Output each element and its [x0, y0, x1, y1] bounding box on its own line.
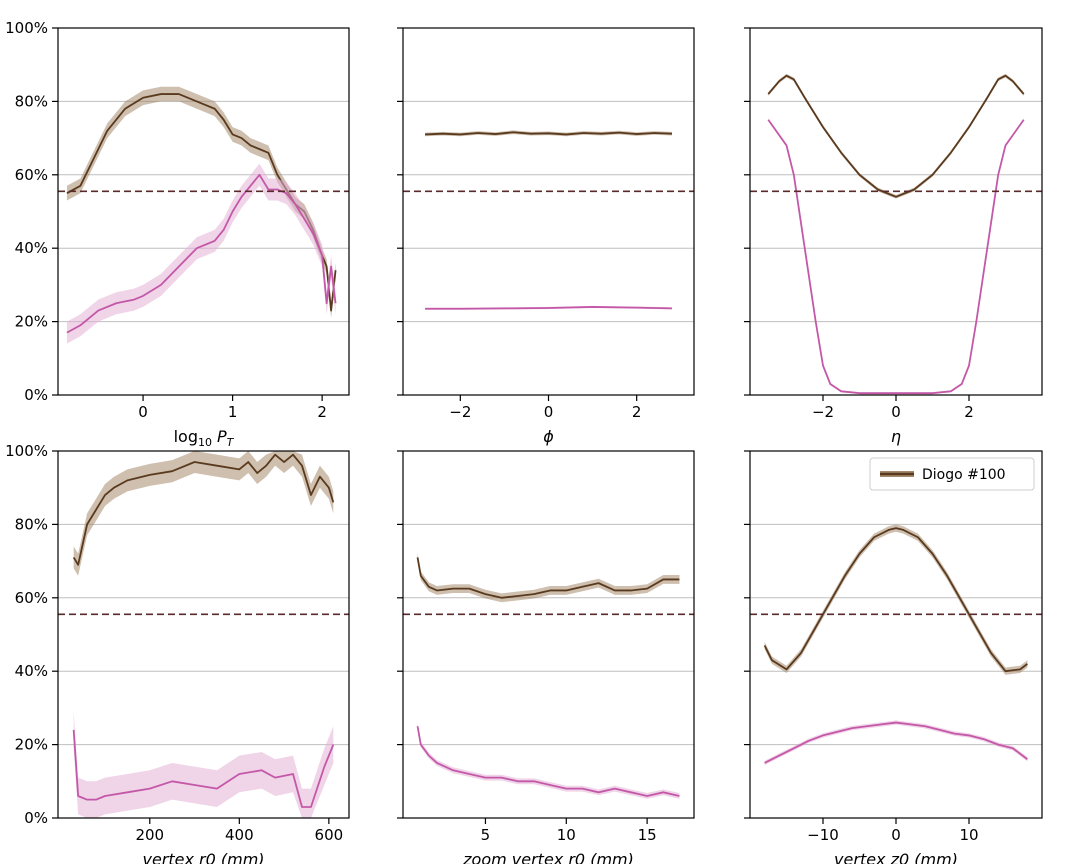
series-line-pink	[425, 306, 672, 310]
legend: Diogo #100	[869, 457, 1035, 491]
x-tick-label: 1	[228, 403, 238, 421]
y-tick-label: 100%	[5, 442, 48, 460]
axes-frame	[749, 27, 1043, 396]
series-band-brown	[73, 451, 334, 576]
panel-top-right: −2 0 2 η	[744, 27, 1043, 446]
y-tick-label: 100%	[5, 19, 48, 37]
x-axis-label: zoom vertex r0 (mm)	[462, 850, 634, 864]
y-tick-label: 20%	[15, 736, 48, 754]
series-line-brown	[72, 453, 335, 566]
y-tick-label: 80%	[15, 515, 48, 533]
axes-frame	[57, 27, 350, 396]
x-axis-label: vertex z0 (mm)	[834, 850, 958, 864]
series-line-brown	[416, 557, 680, 599]
axes-frame	[402, 27, 695, 396]
x-tick-label: 0	[891, 403, 901, 421]
series-band-brown	[417, 553, 680, 603]
x-tick-label: 10	[557, 826, 576, 844]
x-axis-label: vertex r0 (mm)	[142, 850, 264, 864]
series-line-pink	[764, 721, 1028, 764]
series-line-brown	[763, 527, 1028, 673]
x-tick-label: 2	[964, 403, 974, 421]
x-tick-label: −2	[449, 403, 471, 421]
x-tick-label: 600	[315, 826, 344, 844]
y-tick-label: 60%	[15, 166, 48, 184]
y-tick-label: 60%	[15, 589, 48, 607]
series-line-pink	[767, 119, 1025, 395]
series-band-brown	[764, 524, 1028, 675]
series-line-pink	[72, 729, 335, 808]
x-axis-label: ϕ	[543, 427, 554, 446]
series-band-brown	[768, 73, 1024, 199]
x-tick-label: 400	[225, 826, 254, 844]
x-tick-label: 5	[481, 826, 491, 844]
y-tick-label: 0%	[24, 809, 48, 827]
series-line-pink	[416, 726, 680, 797]
x-tick-label: 0	[544, 403, 554, 421]
x-tick-label: 0	[138, 403, 148, 421]
x-tick-label: 2	[632, 403, 642, 421]
panel-bottom-middle: 5 10 15 zoom vertex r0 (mm)	[397, 450, 695, 864]
y-tick-label: 40%	[15, 239, 48, 257]
y-tick-label: 80%	[15, 92, 48, 110]
x-axis-label: η	[891, 427, 901, 446]
axes-frame	[57, 450, 350, 819]
x-axis-label: log10 PT	[174, 427, 235, 449]
panel-top-left: 0% 20% 40% 60% 80% 100% 0 1 2 log10 PT	[5, 19, 350, 449]
legend-label: Diogo #100	[922, 467, 1006, 483]
series-line-brown	[425, 131, 672, 136]
x-tick-label: −10	[807, 826, 839, 844]
series-band-pink	[417, 723, 680, 799]
x-tick-label: 0	[891, 826, 901, 844]
series-line-pink	[66, 173, 337, 334]
y-tick-label: 20%	[15, 313, 48, 331]
x-tick-label: 15	[638, 826, 657, 844]
y-tick-label: 0%	[24, 386, 48, 404]
y-tick-label: 40%	[15, 662, 48, 680]
x-tick-label: 2	[317, 403, 327, 421]
x-tick-label: 200	[135, 826, 164, 844]
legend-box	[869, 457, 1035, 491]
x-tick-label: −2	[812, 403, 834, 421]
x-tick-label: 10	[959, 826, 978, 844]
series-band-pink	[73, 711, 334, 818]
panel-bottom-left: 0% 20% 40% 60% 80% 100% 200 400 600 vertex r0 (mm…	[5, 442, 350, 864]
axes-frame	[749, 450, 1043, 819]
axes-frame	[402, 450, 695, 819]
panel-top-middle: −2 0 2 ϕ	[397, 27, 695, 446]
series-band-pink	[764, 720, 1028, 766]
series-line-brown	[767, 74, 1025, 198]
